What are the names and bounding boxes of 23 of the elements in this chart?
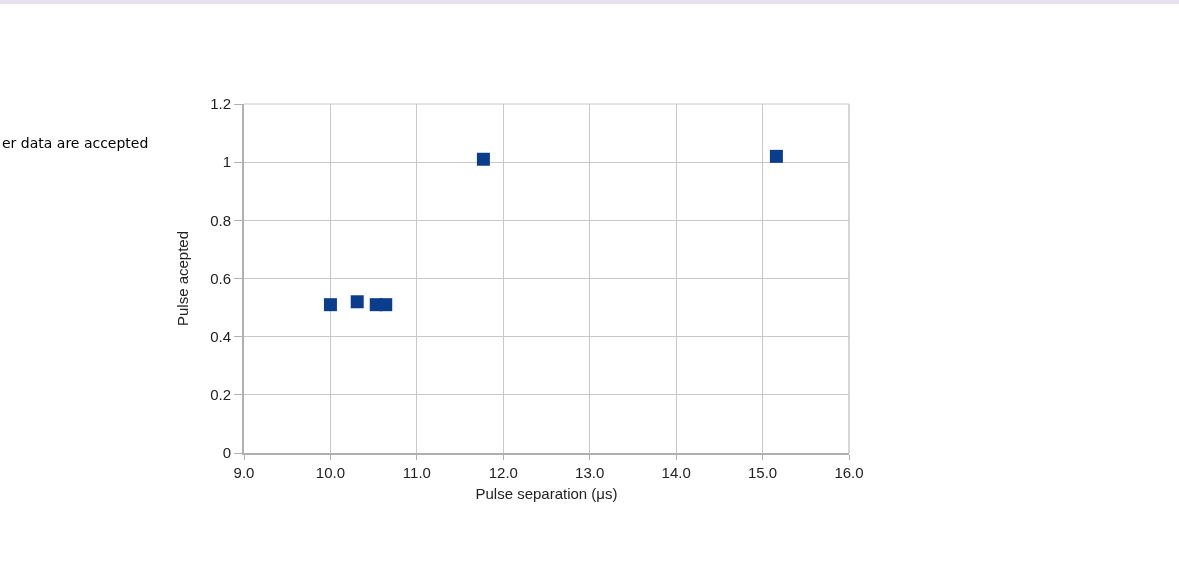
point [350, 295, 364, 309]
y-tick-label: 0.4 [210, 327, 231, 345]
y-tick-label: 0 [222, 444, 231, 462]
point [379, 298, 393, 312]
point [769, 149, 783, 163]
point [476, 152, 490, 166]
x-tick-label: 16.0 [834, 464, 864, 481]
y-tick-label: 0.2 [210, 386, 231, 404]
text: er data are accepted [2, 135, 149, 151]
x-tick-label: 15.0 [747, 464, 778, 481]
x-tick-label: 13.0 [575, 464, 605, 481]
point [323, 298, 337, 312]
x-tick-label: 12.0 [488, 464, 518, 481]
y-tick-label: 1.2 [210, 95, 231, 113]
x-tick-label: 14.0 [661, 464, 691, 481]
x-axis-title: Pulse separation (μs) [475, 484, 618, 502]
y-axis-title: Pulse acepted [173, 230, 191, 327]
y-tick-label: 0.8 [210, 211, 231, 229]
x-tick-label: 9.0 [233, 464, 255, 481]
x-tick-label: 10.0 [315, 464, 346, 481]
y-tick-label: 1 [222, 153, 231, 171]
x-tick-label: 11.0 [402, 464, 431, 481]
y-tick-label: 0.6 [210, 269, 231, 287]
